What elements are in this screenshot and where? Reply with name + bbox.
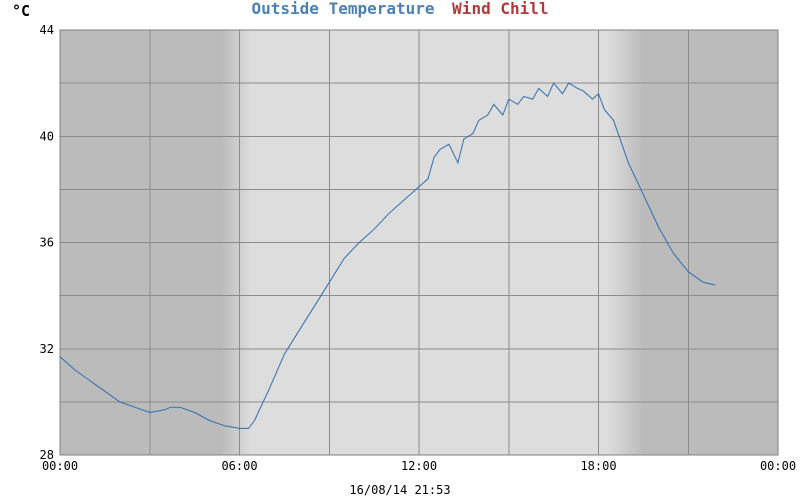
- chart-title: Outside Temperature Wind Chill: [252, 0, 549, 18]
- title-outside-temperature: Outside Temperature: [252, 0, 435, 18]
- x-tick-label: 00:00: [42, 459, 78, 473]
- y-tick-label: 36: [40, 236, 54, 250]
- series-layer: [59, 82, 716, 429]
- y-tick-label: 44: [40, 23, 54, 37]
- x-tick-label: 06:00: [221, 459, 257, 473]
- y-tick-label: 32: [40, 342, 54, 356]
- x-tick-label: 12:00: [401, 459, 437, 473]
- plot-frame: [59, 29, 779, 456]
- x-axis-ticks: 00:00 06:00 12:00 18:00 00:00: [42, 459, 796, 473]
- y-tick-label: 40: [40, 129, 54, 143]
- y-axis-ticks: 28 32 36 40 44: [40, 23, 54, 462]
- x-tick-label: 18:00: [580, 459, 616, 473]
- y-tick-label: 28: [40, 448, 54, 462]
- series-line-outside-temperature: [59, 82, 716, 429]
- title-wind-chill: Wind Chill: [452, 0, 548, 18]
- timestamp-label: 16/08/14 21:53: [349, 483, 450, 497]
- y-axis-unit-label: °C: [12, 2, 30, 20]
- x-tick-label: 00:00: [760, 459, 796, 473]
